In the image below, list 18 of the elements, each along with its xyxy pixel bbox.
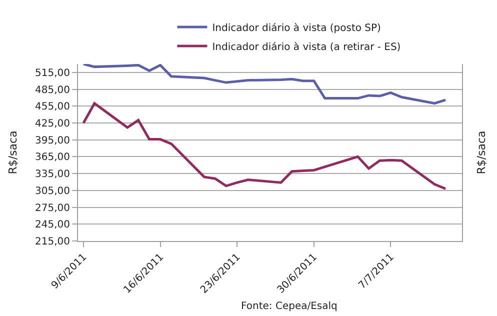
- y-tick-label: 245,00: [35, 220, 70, 231]
- line-series: [82, 102, 447, 190]
- y-axis-title: R$/saca: [6, 130, 20, 174]
- legend-label: Indicador diário à vista (posto SP): [212, 22, 382, 34]
- y-tick-label: 455,00: [35, 102, 70, 113]
- source-note: Fonte: Cepea/Esalq: [241, 301, 338, 312]
- y-tick-label: 395,00: [35, 135, 70, 146]
- y-tick-label: 305,00: [35, 186, 70, 197]
- y-tick-label: 485,00: [35, 84, 70, 96]
- y-tick-label: 275,00: [35, 202, 70, 214]
- y-tick-label: 365,00: [35, 152, 70, 164]
- y-tick-label: 425,00: [35, 118, 70, 130]
- y-tick-label: 515,00: [35, 68, 70, 79]
- y-tick-label: 335,00: [35, 169, 70, 180]
- legend-label: Indicador diário à vista (a retirar - ES): [212, 42, 401, 53]
- y-tick-label: 215,00: [35, 236, 70, 248]
- y2-axis-title: R$/saca: [475, 130, 488, 174]
- line-series: [82, 64, 447, 105]
